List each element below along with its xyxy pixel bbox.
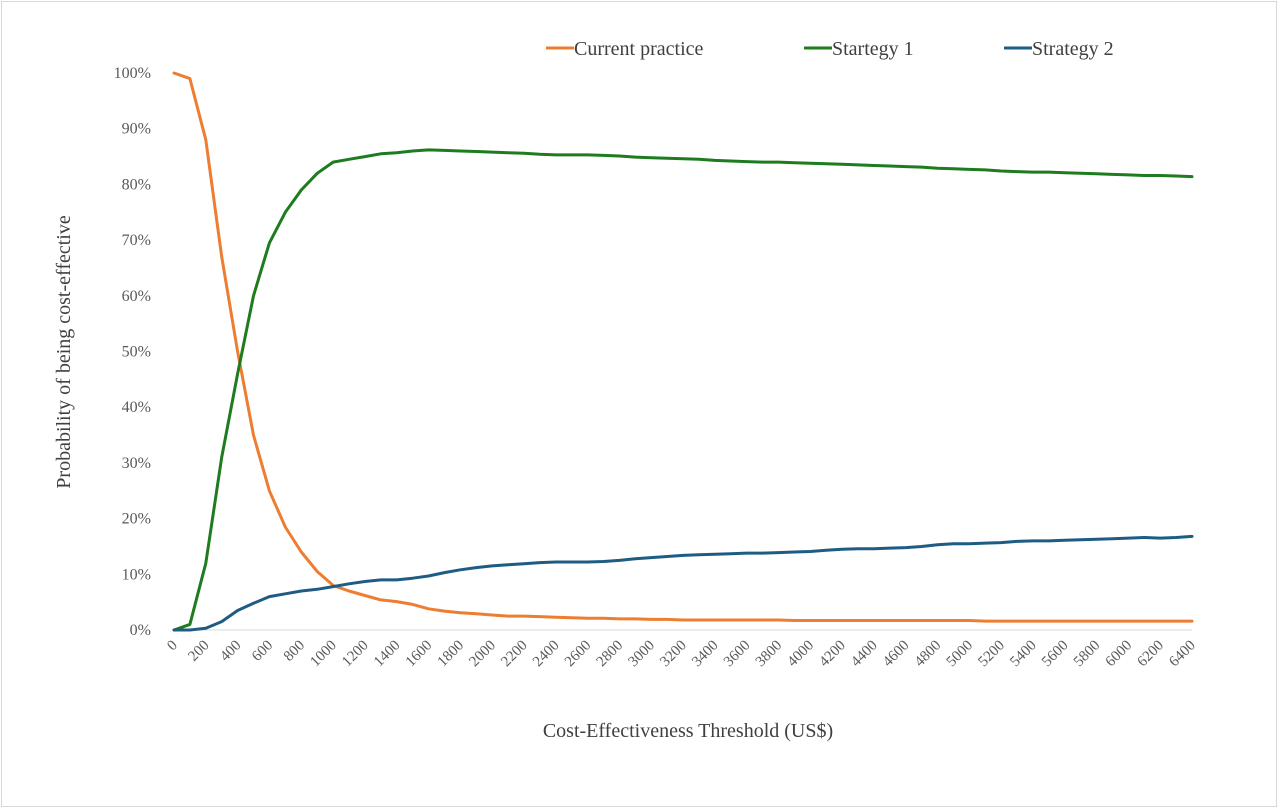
y-tick-label: 60% — [122, 288, 151, 305]
x-tick-label: 4800 — [912, 638, 945, 671]
x-tick-label: 1800 — [435, 638, 468, 671]
legend: Current practice Startegy 1 Strategy 2 — [546, 38, 1114, 60]
x-tick-label: 2600 — [562, 638, 595, 671]
x-tick-label: 0 — [164, 638, 181, 655]
y-tick-label: 50% — [122, 344, 151, 361]
series-line-2 — [172, 148, 1194, 632]
y-tick-label: 30% — [122, 455, 151, 472]
y-tick-label: 40% — [122, 399, 151, 416]
x-tick-label: 2800 — [594, 638, 627, 671]
x-tick-label: 5400 — [1007, 638, 1040, 671]
x-axis-title: Cost-Effectiveness Threshold (US$) — [543, 720, 833, 742]
x-tick-label: 5800 — [1071, 638, 1104, 671]
x-tick-label: 3600 — [721, 638, 754, 671]
y-tick-label: 0% — [130, 622, 151, 639]
x-tick-label: 4600 — [880, 638, 913, 671]
legend-label-1: Current practice — [574, 38, 703, 60]
y-tick-label: 80% — [122, 176, 151, 193]
y-axis-ticks: 0% 10% 20% 30% 40% 50% 60% 70% 80% 90% 100% — [114, 65, 151, 639]
x-tick-label: 1000 — [307, 638, 340, 671]
x-tick-label: 5600 — [1039, 638, 1072, 671]
x-tick-label: 2000 — [466, 638, 499, 671]
x-tick-label: 5200 — [975, 638, 1008, 671]
x-tick-label: 3200 — [657, 638, 690, 671]
x-tick-label: 4200 — [816, 638, 849, 671]
y-tick-label: 10% — [122, 566, 151, 583]
x-tick-label: 6400 — [1166, 638, 1199, 671]
x-axis-ticks: 0 200 400 600 800 1000 1200 1400 1600 1800 2000 220… — [164, 638, 1199, 671]
x-tick-label: 6000 — [1103, 638, 1136, 671]
x-tick-label: 3000 — [625, 638, 658, 671]
series-line-1 — [172, 71, 1194, 623]
x-tick-label: 1200 — [339, 638, 372, 671]
y-tick-label: 70% — [122, 232, 151, 249]
x-tick-label: 3400 — [689, 638, 722, 671]
y-tick-label: 90% — [122, 121, 151, 138]
x-tick-label: 1400 — [371, 638, 404, 671]
x-tick-label: 400 — [217, 638, 244, 665]
legend-label-3: Strategy 2 — [1032, 38, 1114, 60]
x-tick-label: 600 — [249, 638, 276, 665]
x-tick-label: 2400 — [530, 638, 563, 671]
y-axis-title: Probability of being cost-effective — [53, 215, 75, 489]
x-tick-label: 6200 — [1134, 638, 1167, 671]
x-tick-label: 5000 — [944, 638, 977, 671]
x-tick-label: 4000 — [785, 638, 818, 671]
x-tick-label: 200 — [185, 638, 212, 665]
y-tick-label: 100% — [114, 65, 151, 82]
y-tick-label: 20% — [122, 511, 151, 528]
series-lines — [172, 71, 1194, 632]
x-tick-label: 4400 — [848, 638, 881, 671]
x-tick-label: 3800 — [753, 638, 786, 671]
legend-label-2: Startegy 1 — [832, 38, 914, 60]
series-line-3 — [172, 534, 1194, 632]
x-tick-label: 800 — [281, 638, 308, 665]
x-tick-label: 2200 — [498, 638, 531, 671]
x-tick-label: 1600 — [403, 638, 436, 671]
